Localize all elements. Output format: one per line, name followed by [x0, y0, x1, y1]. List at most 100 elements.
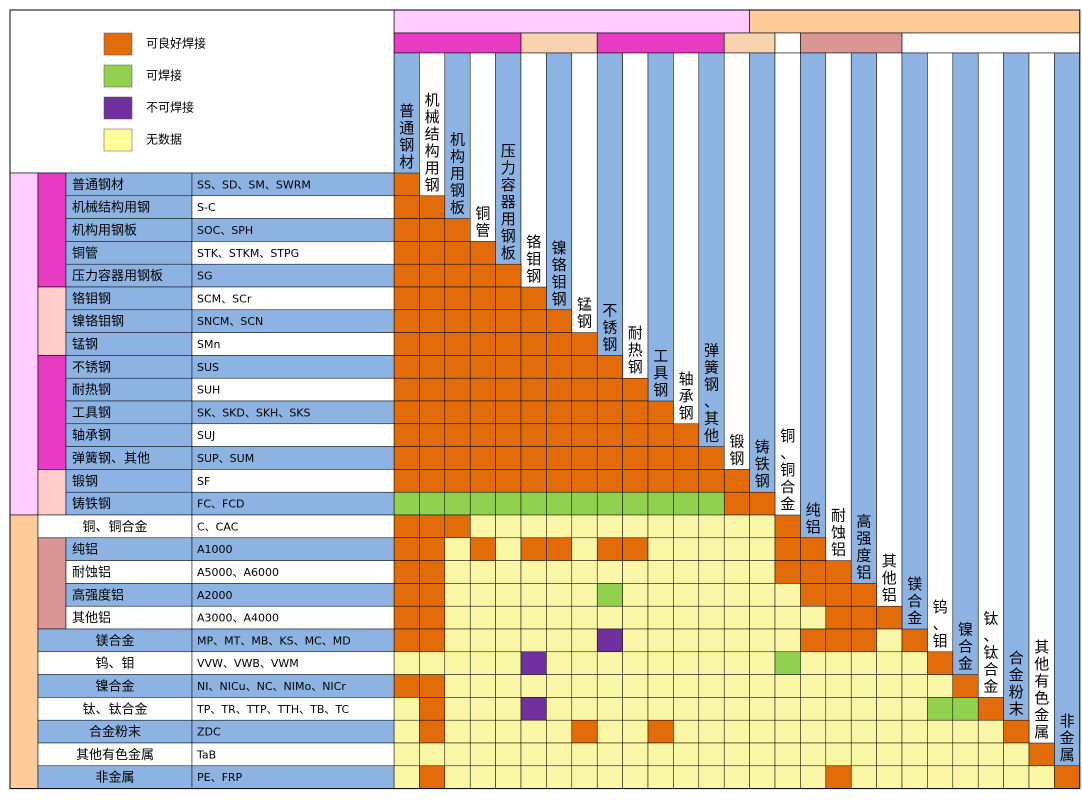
matrix-cell	[546, 651, 573, 675]
row-name: 锰钢	[72, 338, 98, 353]
matrix-cell	[444, 514, 471, 539]
matrix-cell	[723, 697, 750, 721]
matrix-cell	[419, 537, 446, 561]
matrix-cell	[952, 674, 979, 698]
matrix-cell	[520, 355, 547, 379]
row-code-cell	[191, 423, 395, 447]
matrix-cell	[596, 651, 623, 675]
matrix-cell	[571, 446, 598, 470]
matrix-cell	[723, 742, 750, 767]
column-label: 铬钼钢	[526, 233, 541, 285]
matrix-cell	[647, 742, 674, 767]
row-name: 其他铝	[72, 611, 111, 626]
column-label: 普通钢材	[399, 102, 414, 171]
matrix-cell	[723, 560, 750, 584]
row-code-cell	[191, 355, 395, 379]
row-name: 机械结构用钢	[72, 201, 150, 216]
matrix-cell	[444, 446, 471, 470]
matrix-cell	[520, 765, 547, 789]
matrix-cell	[469, 332, 496, 356]
matrix-cell	[647, 697, 674, 721]
matrix-cell	[825, 697, 852, 721]
matrix-cell	[876, 765, 903, 789]
matrix-cell	[571, 742, 598, 767]
matrix-cell	[673, 674, 700, 698]
matrix-cell	[444, 218, 471, 242]
matrix-cell	[469, 560, 496, 584]
column-label: 钛、钛合金	[983, 609, 998, 695]
matrix-cell	[622, 400, 649, 425]
subgroup-band	[520, 32, 598, 54]
matrix-cell	[673, 583, 700, 607]
row-code: SUJ	[197, 429, 215, 442]
matrix-cell	[495, 309, 522, 333]
matrix-cell	[647, 400, 674, 425]
matrix-cell	[673, 765, 700, 789]
matrix-cell	[596, 674, 623, 698]
matrix-cell	[546, 583, 573, 607]
matrix-cell	[546, 697, 573, 721]
row-code-cell	[191, 195, 395, 219]
matrix-cell	[520, 537, 547, 561]
matrix-cell	[596, 605, 623, 630]
matrix-cell	[774, 583, 801, 607]
matrix-cell	[571, 583, 598, 607]
matrix-cell	[723, 651, 750, 675]
matrix-cell	[723, 514, 750, 539]
matrix-cell	[596, 355, 623, 379]
column-header-bg	[520, 52, 547, 311]
matrix-cell	[673, 605, 700, 630]
matrix-cell	[825, 742, 852, 767]
matrix-cell	[444, 765, 471, 789]
matrix-cell	[977, 742, 1004, 767]
matrix-cell	[495, 583, 522, 607]
matrix-cell	[647, 537, 674, 561]
row-code: SOC、SPH	[197, 224, 253, 237]
row-name: 普通钢材	[72, 178, 124, 193]
matrix-cell	[495, 674, 522, 698]
matrix-cell	[774, 605, 801, 630]
matrix-cell	[444, 491, 471, 516]
matrix-cell	[520, 583, 547, 607]
nonferrous-group-strip	[9, 514, 39, 789]
matrix-cell	[850, 719, 877, 744]
matrix-cell	[622, 697, 649, 721]
matrix-cell	[393, 491, 420, 516]
matrix-cell	[825, 605, 852, 630]
matrix-cell	[444, 628, 471, 653]
matrix-cell	[495, 446, 522, 470]
matrix-cell	[571, 628, 598, 653]
matrix-cell	[419, 286, 446, 311]
steel-group-band	[393, 9, 750, 34]
matrix-cell	[546, 628, 573, 653]
matrix-cell	[749, 491, 776, 516]
row-code: VVW、VWB、VWM	[197, 657, 299, 670]
row-code: SNCM、SCN	[197, 315, 263, 328]
row-code: A2000	[197, 589, 233, 602]
matrix-cell	[1028, 742, 1055, 767]
matrix-cell	[977, 765, 1004, 789]
row-code: MP、MT、MB、KS、MC、MD	[197, 634, 351, 647]
matrix-cell	[952, 697, 979, 721]
matrix-cell	[393, 628, 420, 653]
steel-group-strip	[9, 172, 39, 516]
matrix-cell	[876, 742, 903, 767]
matrix-cell	[520, 491, 547, 516]
matrix-cell	[596, 446, 623, 470]
matrix-cell	[647, 560, 674, 584]
matrix-cell	[419, 628, 446, 653]
legend-swatch	[103, 128, 133, 152]
matrix-cell	[419, 697, 446, 721]
matrix-cell	[571, 355, 598, 379]
matrix-cell	[596, 560, 623, 584]
row-name: 铸铁钢	[72, 496, 111, 512]
row-code: SUS	[197, 361, 219, 374]
matrix-cell	[901, 765, 928, 789]
matrix-cell	[927, 742, 954, 767]
column-label: 轴承钢	[679, 370, 694, 422]
matrix-cell	[749, 651, 776, 675]
matrix-cell	[876, 605, 903, 630]
matrix-cell	[469, 400, 496, 425]
matrix-cell	[647, 491, 674, 516]
matrix-cell	[469, 309, 496, 333]
